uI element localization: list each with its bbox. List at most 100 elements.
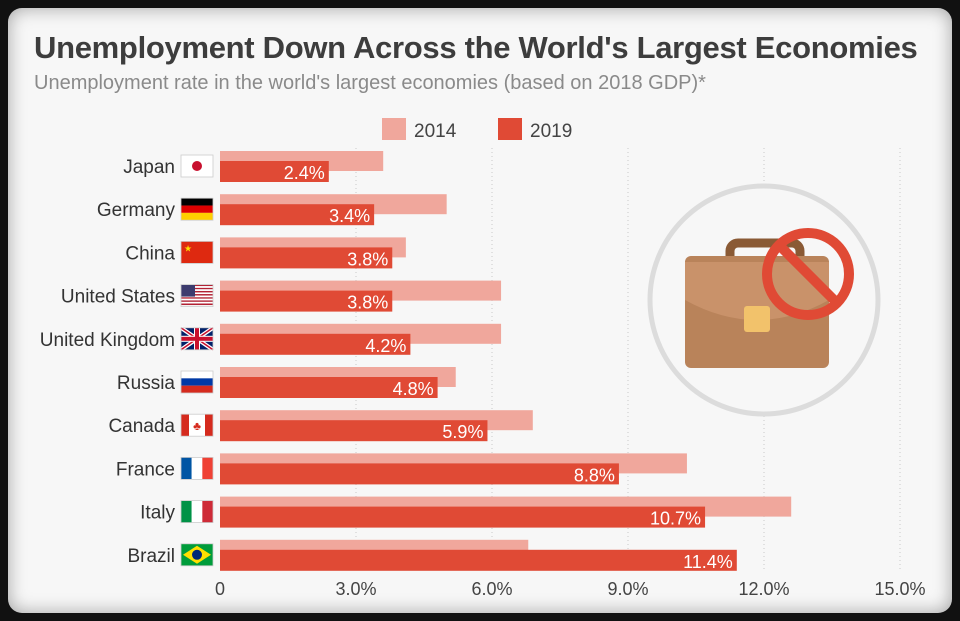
flag-part: [181, 292, 213, 295]
flag-part: [181, 300, 213, 302]
flag-part: [181, 289, 213, 291]
flag-part: [181, 303, 213, 306]
subtitle-text: Unemployment rate in the world's largest…: [34, 72, 706, 94]
flag-border: [180, 500, 214, 524]
japan-flag: [180, 154, 214, 178]
category-label: United States: [61, 287, 175, 308]
prohibited-circle: [762, 228, 854, 320]
flag-part: [192, 549, 202, 560]
bar-2019: [220, 247, 393, 269]
bar-2019: [220, 549, 737, 571]
flag-part: [202, 457, 213, 480]
bar-2019: [220, 333, 411, 355]
flag-part: [181, 205, 213, 213]
flag-part: [181, 290, 213, 293]
data-label-2019: 3.8%: [347, 293, 388, 313]
flag-part: [181, 198, 213, 206]
bar-2019: [220, 161, 329, 182]
uk-flag: [179, 326, 215, 352]
flag-border: [180, 370, 214, 394]
legend-label-2014: 2014: [414, 121, 457, 142]
flag-border: [180, 327, 214, 351]
flag-part: [181, 295, 213, 298]
category-label: Japan: [123, 157, 175, 178]
bar-2019: [220, 290, 393, 312]
usa-flag: [180, 284, 214, 308]
data-label-2019: 3.8%: [347, 249, 388, 269]
data-label-2019: 3.4%: [329, 206, 370, 226]
bar-2019: [220, 377, 438, 398]
data-label-2019: 4.2%: [365, 336, 406, 356]
category-label: United Kingdom: [40, 330, 175, 351]
flag-part: ★: [184, 243, 192, 253]
flag-border: [180, 284, 214, 308]
russia-flag: [180, 370, 214, 394]
flag-part: [181, 414, 189, 437]
flag-part: [181, 294, 213, 296]
bar-2019: [220, 506, 706, 528]
x-tick-label: 0: [215, 579, 225, 599]
china-flag: ★: [180, 240, 214, 264]
flag-part: [192, 161, 202, 171]
bar-2019: [220, 420, 488, 442]
flag-border: [180, 413, 214, 437]
flag-part: [205, 414, 213, 437]
x-tick-label: 3.0%: [335, 579, 376, 599]
flag-part: [181, 212, 213, 221]
x-tick-label: 15.0%: [874, 579, 925, 599]
flag-part: [181, 457, 192, 480]
x-tick-label: 6.0%: [471, 579, 512, 599]
briefcase-with-prohibited-sign-icon: [647, 183, 881, 417]
category-label: Russia: [117, 373, 176, 394]
flag-part: ♣: [193, 419, 201, 433]
flag-part: [181, 378, 213, 386]
flag-part: [181, 284, 195, 297]
italy-flag: [180, 500, 214, 524]
bar-2019: [220, 204, 375, 226]
flag-border: [180, 240, 214, 264]
flag-part: [191, 457, 203, 480]
category-label: Canada: [108, 416, 175, 437]
flag-part: [181, 297, 213, 299]
category-label: China: [125, 243, 175, 264]
bar-2019: [220, 463, 619, 485]
data-label-2019: 10.7%: [650, 509, 701, 529]
category-label: Brazil: [127, 546, 175, 567]
x-tick-label: 9.0%: [607, 579, 648, 599]
x-tick-label: 12.0%: [738, 579, 789, 599]
flag-part: [202, 500, 213, 523]
germany-flag: [180, 197, 214, 221]
flag-part: [181, 298, 213, 301]
prohibited-slash: [777, 243, 839, 305]
category-label: France: [116, 459, 175, 480]
legend-label-2019: 2019: [530, 121, 572, 142]
flag-part: [181, 241, 213, 264]
chart-subtitle: Unemployment rate in the world's largest…: [34, 72, 706, 95]
flag-part: [181, 336, 213, 341]
briefcase-clasp: [744, 306, 770, 332]
canada-flag: ♣: [180, 413, 214, 437]
flag-part: [181, 371, 213, 379]
flag-part: [191, 500, 203, 523]
brazil-flag: [180, 543, 214, 567]
flag-border: [180, 456, 214, 480]
flag-part: [181, 500, 192, 523]
flag-part: [181, 284, 213, 287]
flag-part: [181, 385, 213, 393]
data-label-2019: 11.4%: [683, 552, 733, 572]
flag-border: [180, 154, 214, 178]
data-label-2019: 8.8%: [574, 465, 615, 485]
legend-swatch-2019: [498, 118, 522, 140]
chart-title: Unemployment Down Across the World's Lar…: [34, 30, 918, 65]
flag-part: [181, 301, 213, 304]
category-label: Italy: [140, 503, 175, 524]
briefcase-flap: [685, 262, 829, 320]
category-label: Germany: [97, 200, 176, 221]
legend-swatch-2014: [382, 118, 406, 140]
flag-border: [180, 543, 214, 567]
flag-part: [181, 286, 213, 288]
flag-part: [181, 287, 213, 290]
data-label-2019: 5.9%: [442, 422, 483, 442]
